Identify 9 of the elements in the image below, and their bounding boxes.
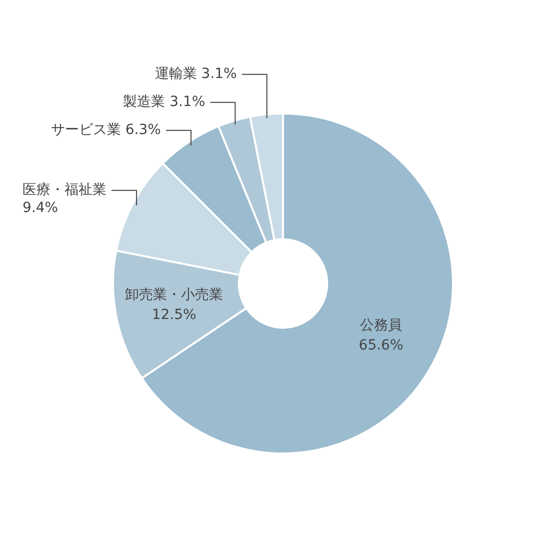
data-label: 9.4% [22, 200, 58, 216]
slice-label: サービス業 6.3% [50, 122, 161, 138]
data-label: 12.5% [152, 306, 196, 323]
slice-label: 公務員 [360, 317, 402, 334]
data-label: 65.6% [358, 337, 404, 354]
slice-label: 製造業 3.1% [123, 94, 206, 110]
slice-label: 運輸業 3.1% [154, 66, 237, 82]
slice-label: 医療・福祉業 [22, 182, 107, 198]
slice-label: 卸売業・小売業 [125, 286, 224, 303]
